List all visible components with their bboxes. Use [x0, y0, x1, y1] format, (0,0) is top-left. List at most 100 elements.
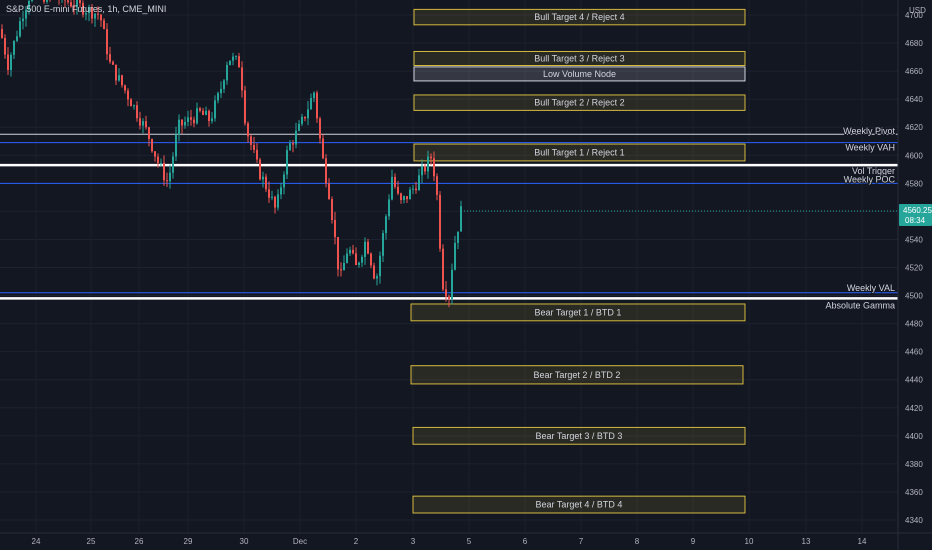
- target-zone: [413, 143, 746, 162]
- candle-body: [454, 242, 456, 270]
- candle-body: [349, 249, 351, 254]
- candle-body: [373, 265, 375, 279]
- candle-body: [355, 253, 357, 265]
- key-level-label: Absolute Gamma: [825, 300, 895, 310]
- candle-body: [280, 187, 282, 195]
- candle-body: [145, 121, 147, 128]
- candle-body: [130, 99, 132, 107]
- candle-body: [169, 172, 171, 182]
- key-level-label: Weekly VAH: [845, 143, 895, 153]
- target-zone-label: Bear Target 4 / BTD 4: [536, 500, 623, 510]
- candle-body: [127, 90, 129, 100]
- candle-body: [406, 196, 408, 200]
- key-level-label: Weekly VAL: [847, 283, 895, 293]
- candle-body: [382, 233, 384, 256]
- target-zone-label: Bear Target 1 / BTD 1: [535, 307, 622, 317]
- target-zone-label: Low Volume Node: [543, 69, 616, 79]
- candle-body: [106, 29, 108, 55]
- x-tick-label: 25: [87, 537, 96, 546]
- x-tick-label: 8: [635, 537, 640, 546]
- candle-body: [97, 13, 99, 15]
- candle-body: [271, 196, 273, 198]
- candle-body: [151, 139, 153, 152]
- candle-body: [286, 150, 288, 175]
- candle-body: [214, 100, 216, 119]
- target-zone: [413, 66, 746, 82]
- target-zone: [410, 365, 744, 385]
- candle-body: [424, 166, 426, 172]
- candle-body: [154, 151, 156, 157]
- candle-body: [274, 196, 276, 208]
- candle-body: [298, 123, 300, 131]
- target-zone-label: Bull Target 1 / Reject 1: [534, 147, 624, 157]
- candle-body: [238, 56, 240, 68]
- candle-body: [295, 130, 297, 145]
- candle-body: [409, 189, 411, 200]
- x-tick-label: 6: [523, 537, 528, 546]
- candle-body: [202, 110, 204, 115]
- y-tick-label: 4600: [905, 151, 923, 160]
- key-level-label: Weekly Pivot: [843, 126, 895, 136]
- x-tick-label: 26: [135, 537, 144, 546]
- x-tick-label: 24: [32, 537, 41, 546]
- last-price-badge: [899, 204, 932, 227]
- candle-body: [340, 269, 342, 271]
- candle-body: [160, 162, 162, 164]
- candle-body: [136, 105, 138, 119]
- y-tick-label: 4680: [905, 39, 923, 48]
- x-tick-label: 30: [240, 537, 249, 546]
- candle-body: [10, 54, 12, 71]
- candle-body: [142, 121, 144, 126]
- y-tick-label: 4460: [905, 348, 923, 357]
- candle-body: [421, 166, 423, 176]
- candle-body: [316, 92, 318, 119]
- x-tick-label: 14: [858, 537, 867, 546]
- candle-body: [334, 219, 336, 238]
- candle-body: [181, 119, 183, 126]
- candle-body: [283, 174, 285, 188]
- candle-body: [256, 149, 258, 160]
- candle-body: [241, 67, 243, 91]
- y-tick-label: 4620: [905, 123, 923, 132]
- candle-body: [157, 156, 159, 164]
- candle-body: [352, 249, 354, 254]
- candle-body: [220, 88, 222, 94]
- candle-body: [394, 176, 396, 187]
- candle-body: [139, 118, 141, 126]
- y-tick-label: 4580: [905, 179, 923, 188]
- candle-body: [337, 237, 339, 270]
- currency-label: USD: [909, 6, 926, 15]
- candle-body: [229, 60, 231, 65]
- candle-body: [361, 256, 363, 263]
- candle-body: [190, 117, 192, 120]
- candle-body: [178, 119, 180, 135]
- candle-body: [166, 180, 168, 182]
- candle-body: [115, 64, 117, 81]
- y-tick-label: 4540: [905, 235, 923, 244]
- candle-body: [196, 108, 198, 124]
- price-axis[interactable]: 4340 4360 4380 4400 4420 4440 4460 4480 4500 4520…: [897, 0, 932, 550]
- candle-body: [391, 176, 393, 200]
- last-price-value: 4560.25: [903, 206, 932, 215]
- target-zone-label: Bear Target 2 / BTD 2: [534, 370, 621, 380]
- candle-body: [7, 54, 9, 71]
- candle-body: [367, 241, 369, 254]
- candle-body: [403, 196, 405, 201]
- candle-body: [250, 136, 252, 145]
- symbol-title: S&P 500 E-mini Futures, 1h, CME_MINI: [6, 4, 166, 14]
- candle-body: [385, 216, 387, 234]
- y-tick-label: 4400: [905, 432, 923, 441]
- target-zone: [412, 426, 746, 445]
- candle-body: [322, 138, 324, 159]
- target-zone: [410, 303, 746, 322]
- candle-body: [103, 20, 105, 30]
- candle-body: [88, 7, 90, 14]
- time-axis[interactable]: 24 25 26 29 30 Dec 2 3 5 6 7 8 9 10 13 14: [0, 532, 932, 546]
- candle-body: [109, 54, 111, 62]
- candle-body: [73, 6, 75, 8]
- candle-body: [187, 117, 189, 122]
- candle-body: [28, 0, 30, 10]
- candle-body: [148, 127, 150, 140]
- target-zone-label: Bull Target 2 / Reject 2: [534, 98, 624, 108]
